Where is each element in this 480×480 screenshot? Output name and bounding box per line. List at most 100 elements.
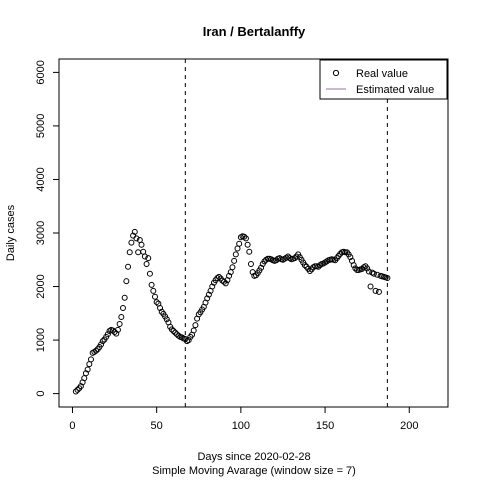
data-point <box>350 262 357 269</box>
data-point <box>81 375 88 382</box>
data-point <box>172 329 179 336</box>
data-point <box>365 268 372 275</box>
data-point <box>163 316 170 323</box>
data-point <box>347 254 354 261</box>
data-point <box>190 327 197 334</box>
data-point <box>116 321 123 328</box>
data-point <box>121 294 128 301</box>
y-tick-label: 5000 <box>35 114 47 138</box>
data-point <box>306 268 313 275</box>
data-point <box>384 274 391 281</box>
data-point <box>258 264 265 271</box>
data-point <box>157 304 164 311</box>
y-axis: 0 1000 2000 3000 4000 5000 6000 <box>35 60 60 397</box>
data-point <box>168 326 175 333</box>
y-tick-label: 3000 <box>35 221 47 245</box>
legend-label-real: Real value <box>356 68 408 80</box>
x-axis-subtitle: Simple Moving Avarage (window size = 7) <box>152 465 356 477</box>
legend-box <box>319 59 448 100</box>
data-point <box>374 271 381 278</box>
data-point <box>131 228 138 235</box>
data-point <box>232 251 239 258</box>
x-tick-label: 200 <box>400 420 418 432</box>
data-point <box>150 287 157 294</box>
x-tick-label: 0 <box>69 420 75 432</box>
data-point <box>113 330 120 337</box>
x-tick-label: 100 <box>232 420 250 432</box>
y-tick-label: 4000 <box>35 167 47 191</box>
data-point <box>135 249 142 256</box>
y-tick-label: 2000 <box>35 274 47 298</box>
data-point <box>215 273 222 280</box>
legend-marker-real <box>332 69 340 77</box>
data-point <box>247 261 254 268</box>
data-point <box>82 370 89 377</box>
data-points <box>72 228 391 395</box>
data-point <box>126 249 133 256</box>
data-point <box>141 253 148 260</box>
data-point <box>143 261 150 268</box>
data-point <box>246 248 253 255</box>
data-point <box>104 331 111 338</box>
data-point <box>301 262 308 269</box>
data-point <box>226 272 233 279</box>
data-point <box>205 291 212 298</box>
data-point <box>146 270 153 277</box>
data-point <box>185 337 192 344</box>
data-point <box>148 281 155 288</box>
x-axis: 0 50 100 150 200 <box>69 406 418 432</box>
data-point <box>170 327 177 334</box>
y-axis-title: Daily cases <box>5 204 17 261</box>
data-point <box>372 287 379 294</box>
data-point <box>231 257 238 264</box>
data-point <box>375 288 382 295</box>
y-tick-label: 0 <box>35 391 47 397</box>
y-tick-label: 1000 <box>35 328 47 352</box>
data-point <box>244 241 251 248</box>
data-point <box>221 278 228 285</box>
x-tick-label: 150 <box>316 420 334 432</box>
data-point <box>133 235 140 242</box>
data-point <box>151 293 158 300</box>
data-point <box>234 245 241 252</box>
data-point <box>114 326 121 333</box>
data-point <box>241 233 248 240</box>
data-point <box>86 361 93 368</box>
data-point <box>99 338 106 345</box>
data-point <box>87 356 94 363</box>
data-point <box>128 239 135 246</box>
data-point <box>204 295 211 302</box>
data-point <box>140 248 147 255</box>
legend: Real value Estimated value <box>319 59 448 100</box>
data-point <box>222 280 229 287</box>
data-point <box>192 322 199 329</box>
data-point <box>367 283 374 290</box>
data-point <box>93 347 100 354</box>
data-point <box>145 255 152 262</box>
data-point <box>72 388 79 395</box>
data-point <box>119 304 126 311</box>
data-point <box>209 283 216 290</box>
vertical-reference-lines <box>184 59 388 407</box>
data-point <box>364 265 371 272</box>
chart-title: Iran / Bertalanffy <box>203 24 306 39</box>
data-point <box>153 299 160 306</box>
data-point <box>118 314 125 321</box>
x-axis-title: Days since 2020-02-28 <box>197 451 310 463</box>
data-point <box>242 235 249 242</box>
x-tick-label: 50 <box>151 420 163 432</box>
data-point <box>123 278 130 285</box>
data-point <box>74 386 81 393</box>
data-point <box>138 241 145 248</box>
data-point <box>125 263 132 270</box>
data-point <box>236 240 243 247</box>
y-tick-label: 6000 <box>35 60 47 84</box>
data-point <box>77 383 84 390</box>
plot-frame <box>58 58 449 408</box>
data-point <box>370 270 377 277</box>
legend-label-estimated: Estimated value <box>356 84 434 96</box>
data-point <box>229 264 236 271</box>
data-point <box>98 341 105 348</box>
